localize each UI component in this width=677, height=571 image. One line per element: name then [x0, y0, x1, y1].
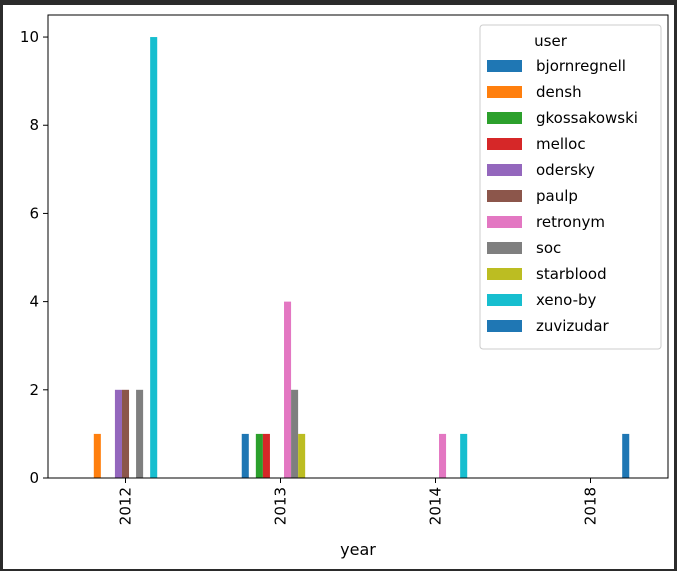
y-tick-label: 6: [29, 204, 39, 222]
legend-swatch-starblood: [487, 268, 522, 280]
legend-swatch-odersky: [487, 164, 522, 176]
legend-label-starblood: starblood: [536, 265, 607, 283]
x-tick-label: 2014: [427, 487, 445, 525]
legend-box: [479, 24, 662, 350]
plot-border: [47, 14, 669, 479]
legend-label-odersky: odersky: [536, 161, 595, 179]
y-tick-label: 10: [20, 28, 39, 46]
legend-label-bjornregnell: bjornregnell: [536, 57, 626, 75]
legend-swatch-densh: [487, 86, 522, 98]
legend-title: user: [534, 32, 568, 50]
y-tick-label: 8: [29, 116, 39, 134]
x-tick-label: 2012: [117, 487, 135, 525]
legend-label-densh: densh: [536, 83, 582, 101]
bar-zuvizudar-2018: [622, 433, 630, 478]
y-tick-label: 4: [29, 293, 39, 311]
y-tick-label: 0: [29, 469, 39, 487]
legend-swatch-xeno-by: [487, 294, 522, 306]
legend-label-gkossakowski: gkossakowski: [536, 109, 638, 127]
bar-xeno-by-2014: [460, 433, 468, 478]
bar-soc-2013: [291, 389, 299, 478]
legend-label-paulp: paulp: [536, 187, 578, 205]
bar-odersky-2012: [114, 389, 122, 478]
bar-starblood-2013: [298, 433, 306, 478]
legend-swatch-bjornregnell: [487, 60, 522, 72]
legend-swatch-melloc: [487, 138, 522, 150]
bar-retronym-2014: [439, 433, 447, 478]
legend-label-melloc: melloc: [536, 135, 586, 153]
legend-swatch-gkossakowski: [487, 112, 522, 124]
legend-label-soc: soc: [536, 239, 561, 257]
bar-xeno-by-2012: [150, 37, 158, 479]
legend-swatch-paulp: [487, 190, 522, 202]
x-tick-label: 2013: [272, 487, 290, 525]
legend-label-zuvizudar: zuvizudar: [536, 317, 610, 335]
legend-swatch-soc: [487, 242, 522, 254]
legend-label-xeno-by: xeno-by: [536, 291, 597, 309]
bar-densh-2012: [93, 433, 101, 478]
bar-paulp-2012: [121, 389, 130, 478]
bar-bjornregnell-2013: [241, 433, 249, 478]
x-tick-label: 2018: [582, 487, 600, 525]
bar-gkossakowski-2013: [255, 433, 263, 478]
x-axis-label: year: [340, 540, 376, 559]
legend-swatch-zuvizudar: [487, 320, 522, 332]
y-tick-label: 2: [29, 381, 39, 399]
bar-soc-2012: [136, 389, 144, 478]
bar-melloc-2013: [262, 433, 270, 478]
bar-retronym-2013: [284, 301, 292, 478]
legend-swatch-retronym: [487, 216, 522, 228]
legend-label-retronym: retronym: [536, 213, 605, 231]
